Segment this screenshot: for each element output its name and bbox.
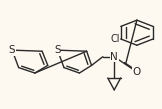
Text: S: S	[54, 45, 61, 55]
Text: S: S	[9, 45, 15, 55]
Text: N: N	[110, 52, 118, 62]
Text: Cl: Cl	[110, 34, 120, 44]
Text: O: O	[133, 67, 141, 77]
